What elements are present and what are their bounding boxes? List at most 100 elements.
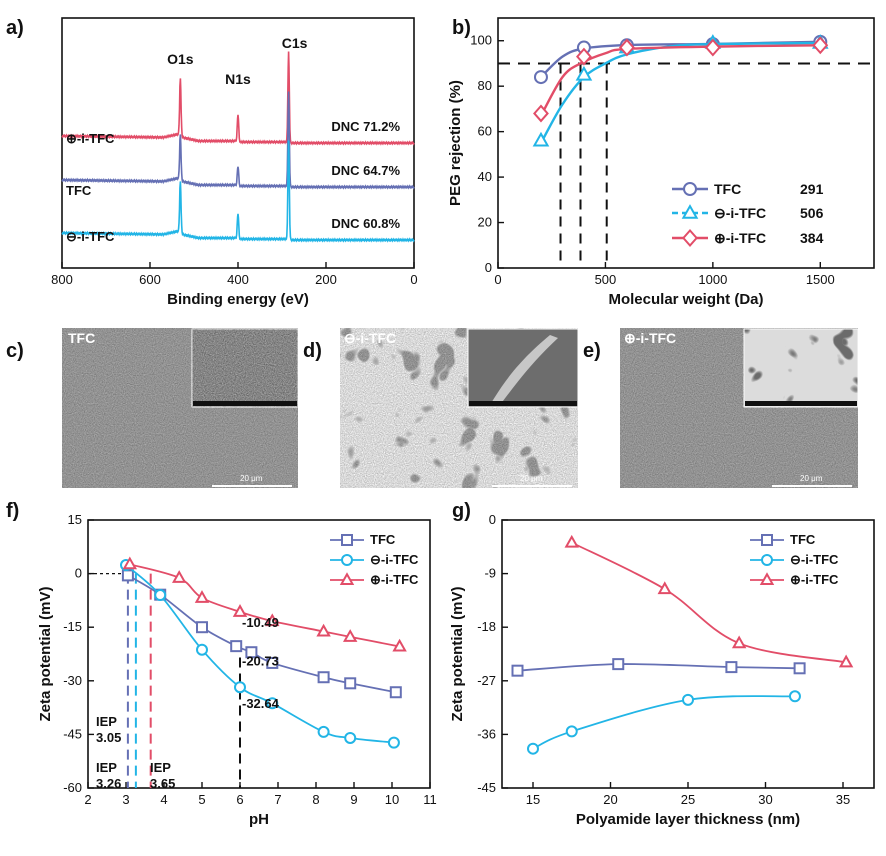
series-label: TFC: [66, 183, 92, 198]
peak-label: O1s: [167, 51, 194, 67]
data-point: [387, 736, 400, 749]
panel-label-g: g): [452, 500, 471, 522]
legend-label: ⊕-i-TFC: [370, 572, 419, 587]
x-axis-title: Polyamide layer thickness (nm): [576, 811, 800, 828]
mwco-value: 384: [800, 230, 824, 246]
y-tick-label: -15: [63, 619, 82, 634]
data-point: [564, 534, 579, 548]
legend-label: TFC: [370, 532, 396, 547]
peak-label: N1s: [225, 71, 251, 87]
data-point: [196, 643, 208, 656]
legend-label: TFC: [790, 532, 816, 547]
y-tick-label: -60: [63, 780, 82, 795]
x-tick-label: 30: [758, 792, 772, 807]
data-point: [344, 731, 357, 744]
legend-marker: [761, 534, 773, 546]
legend-label: ⊖-i-TFC: [714, 205, 766, 221]
x-tick-label: 5: [198, 792, 205, 807]
x-tick-label: 800: [51, 272, 73, 287]
panel-label-a: a): [6, 17, 24, 39]
legend-label: ⊖-i-TFC: [790, 552, 839, 567]
x-tick-label: 1500: [806, 272, 835, 287]
value-annotation: -20.73: [242, 654, 279, 669]
data-point: [838, 654, 854, 668]
value-annotation: -10.49: [242, 615, 279, 630]
data-point: [532, 131, 550, 147]
x-tick-label: 0: [494, 272, 501, 287]
data-point: [154, 589, 167, 602]
y-tick-label: 0: [489, 512, 496, 527]
x-tick-label: 600: [139, 272, 161, 287]
y-tick-label: 15: [68, 512, 82, 527]
sem-label-tfc: TFC: [68, 330, 95, 346]
data-point: [812, 36, 829, 55]
data-point: [317, 725, 330, 738]
data-point: [788, 690, 801, 703]
x-tick-label: 25: [681, 792, 695, 807]
x-axis-title: Molecular weight (Da): [608, 291, 763, 308]
y-tick-label: -45: [477, 780, 496, 795]
iep-label: IEP: [96, 760, 117, 775]
sem-image-pos-i-tfc: ⊕-i-TFC 20 μm: [620, 328, 859, 488]
data-point: [533, 104, 549, 123]
sem-label-pos-i-tfc: ⊕-i-TFC: [624, 330, 676, 346]
x-tick-label: 15: [526, 792, 540, 807]
y-tick-label: -27: [477, 673, 496, 688]
series-label: ⊖-i-TFC: [66, 229, 115, 244]
y-tick-label: 40: [478, 169, 492, 184]
plot-frame: [497, 17, 875, 269]
data-point: [575, 65, 593, 81]
scale-bar-text: 20 μm: [800, 474, 823, 483]
y-tick-label: -18: [477, 619, 496, 634]
peg-rejection-chart: 0 500 1000 1500 0 20 40 60 80 100 Molecular weight…: [447, 17, 875, 308]
legend-marker: [681, 204, 699, 219]
x-tick-label: 4: [160, 792, 167, 807]
data-point: [266, 656, 279, 669]
y-axis-title: Zeta potential (mV): [37, 586, 54, 721]
peak-label: C1s: [282, 35, 308, 51]
legend-marker: [682, 228, 698, 248]
iep-label: IEP: [150, 760, 171, 775]
data-point: [230, 640, 243, 653]
x-tick-label: 35: [836, 792, 850, 807]
x-tick-label: 10: [385, 792, 399, 807]
y-axis-title: Zeta potential (mV): [449, 586, 466, 721]
data-point: [196, 621, 208, 634]
x-tick-label: 9: [350, 792, 357, 807]
panel-label-d: d): [303, 340, 322, 362]
panel-label-e: e): [583, 340, 601, 362]
legend-marker: [339, 572, 355, 585]
data-point: [565, 725, 578, 738]
legend-label: TFC: [714, 181, 741, 197]
data-point: [344, 677, 357, 690]
zeta-thickness-chart: 15 20 25 30 35 0 -9 -18 -27 -36 -45 Polyamide layer…: [449, 512, 875, 828]
y-tick-label: 100: [470, 33, 492, 48]
x-axis-title: Binding energy (eV): [167, 291, 309, 308]
data-point: [618, 38, 635, 57]
x-tick-label: 2: [84, 792, 91, 807]
data-point: [342, 629, 358, 642]
plot-frame: [87, 519, 431, 789]
y-tick-label: -45: [63, 726, 82, 741]
xps-survey-chart: 800 600 400 200 0 Binding energy (eV) ⊕-i-TFC D…: [51, 17, 418, 308]
legend-label: ⊕-i-TFC: [714, 230, 766, 246]
x-tick-label: 400: [227, 272, 249, 287]
x-tick-label: 11: [423, 792, 437, 807]
data-point: [265, 613, 280, 627]
data-point: [389, 686, 402, 699]
spectrum-line: [61, 91, 415, 190]
dnc-annotation: DNC 71.2%: [331, 119, 400, 134]
y-tick-label: -9: [484, 566, 496, 581]
iep-value: 3.65: [150, 776, 175, 791]
y-tick-label: 0: [485, 260, 492, 275]
series-line: [127, 574, 396, 694]
data-point: [317, 671, 330, 684]
panel-label-c: c): [6, 340, 24, 362]
data-point: [171, 570, 187, 583]
x-tick-label: 3: [122, 792, 129, 807]
y-tick-label: 0: [75, 566, 82, 581]
x-tick-label: 0: [410, 272, 417, 287]
y-tick-label: 20: [478, 215, 492, 230]
data-point: [725, 661, 738, 674]
data-point: [245, 646, 258, 659]
